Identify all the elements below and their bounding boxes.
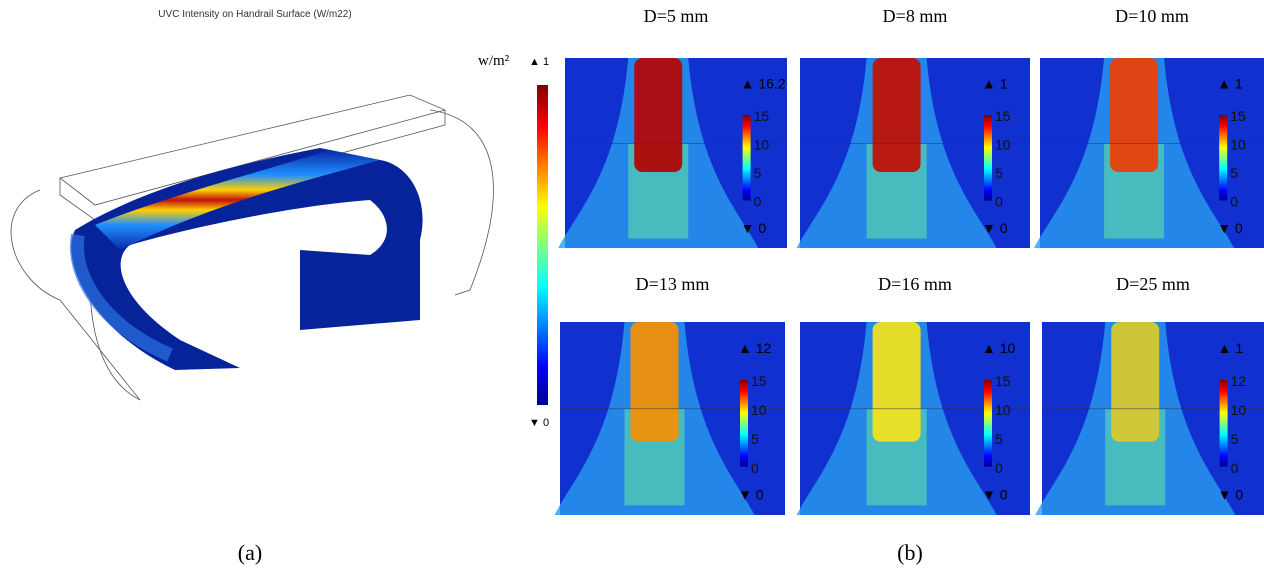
colorbar-min: ▼ 0 (529, 417, 549, 429)
panel-label: D=25 mm (1116, 274, 1190, 294)
colorbar (1219, 115, 1227, 201)
sim-panel: ▲ 12 ▼ 0 15 10 5 0 (555, 322, 786, 515)
colorbar-tick-label: 10 (754, 137, 770, 153)
caption: (b) (897, 540, 923, 565)
colorbar-tick-label: 5 (1231, 431, 1239, 447)
sim-core (634, 58, 682, 172)
colorbar-tick-label: 0 (1230, 194, 1238, 210)
colorbar (984, 115, 992, 201)
colorbar-tick-label: 5 (995, 431, 1003, 447)
colorbar-tick-label: 15 (1230, 108, 1246, 124)
colorbar-tick-label: 15 (751, 373, 767, 389)
caption: (a) (238, 540, 262, 565)
colorbar-tick-label: 0 (1231, 460, 1239, 476)
colorbar-max: ▲ 1 (1217, 75, 1243, 91)
panel-label: D=10 mm (1115, 6, 1189, 26)
colorbar-tick-label: 15 (995, 108, 1011, 124)
figure: UVC Intensity on Handrail Surface (W/m22… (0, 0, 1264, 579)
colorbar-min: ▼ 0 (1217, 220, 1243, 236)
panel-label: D=8 mm (883, 6, 948, 26)
panel-label: D=5 mm (644, 6, 709, 26)
colorbar (984, 380, 992, 467)
colorbar-tick-label: 5 (754, 165, 762, 181)
colorbar-tick-label: 15 (995, 373, 1011, 389)
colorbar-unit: w/m² (478, 53, 510, 69)
colorbar-tick-label: 0 (754, 194, 762, 210)
panel-label: D=13 mm (636, 274, 710, 294)
sim-core (873, 322, 921, 442)
sim-panel: ▲ 16.2 ▼ 0 15 10 5 0 (558, 58, 787, 248)
colorbar-tick-label: 0 (995, 194, 1003, 210)
colorbar-max: ▲ 10 (982, 340, 1016, 356)
sim-core (631, 322, 679, 442)
colorbar-max: ▲ 1 (982, 75, 1008, 91)
panel-a: UVC Intensity on Handrail Surface (W/m22… (11, 9, 549, 565)
panel-label: D=16 mm (878, 274, 952, 294)
colorbar-tick-label: 5 (995, 165, 1003, 181)
colorbar-tick-label: 0 (751, 460, 759, 476)
colorbar (1220, 380, 1228, 467)
sim-panel: ▲ 1 ▼ 0 15 10 5 0 (797, 58, 1030, 248)
colorbar-tick-label: 0 (995, 460, 1003, 476)
colorbar (740, 380, 748, 467)
sim-panel: ▲ 1 ▼ 0 15 10 5 0 (1034, 58, 1264, 248)
colorbar-tick-label: 15 (754, 108, 770, 124)
colorbar-tick-label: 5 (751, 431, 759, 447)
colorbar-tick-label: 10 (1231, 402, 1247, 418)
colorbar-tick-label: 12 (1231, 373, 1247, 389)
sim-panel: ▲ 1 ▼ 0 12 10 5 0 (1035, 322, 1264, 515)
colorbar-max: ▲ 16.2 (741, 75, 786, 91)
panel-b: (b) ▲ 16.2 ▼ 0 15 10 5 0 D=5 mm ▲ 1 ▼ 0 15 10 5 0 D=8… (555, 6, 1264, 565)
sim-core (1111, 322, 1159, 442)
colorbar-tick-label: 10 (751, 402, 767, 418)
colorbar-max: ▲ 12 (738, 340, 772, 356)
colorbar-max: ▲ 1 (529, 56, 549, 68)
colorbar-tick-label: 10 (1230, 137, 1246, 153)
colorbar-tick-label: 5 (1230, 165, 1238, 181)
colorbar-min: ▼ 0 (1218, 487, 1244, 503)
colorbar-tick-label: 10 (995, 402, 1011, 418)
sim-core (1110, 58, 1158, 172)
sim-panel: ▲ 10 ▼ 0 15 10 5 0 (797, 322, 1030, 515)
panel-a-title: UVC Intensity on Handrail Surface (W/m22… (158, 9, 351, 20)
colorbar-min: ▼ 0 (741, 220, 767, 236)
colorbar-max: ▲ 1 (1218, 340, 1244, 356)
colorbar-min: ▼ 0 (738, 487, 764, 503)
colorbar (743, 115, 751, 201)
colorbar (537, 85, 548, 405)
colorbar-tick-label: 10 (995, 137, 1011, 153)
colorbar-min: ▼ 0 (982, 220, 1008, 236)
colorbar-min: ▼ 0 (982, 487, 1008, 503)
sim-core (873, 58, 921, 172)
